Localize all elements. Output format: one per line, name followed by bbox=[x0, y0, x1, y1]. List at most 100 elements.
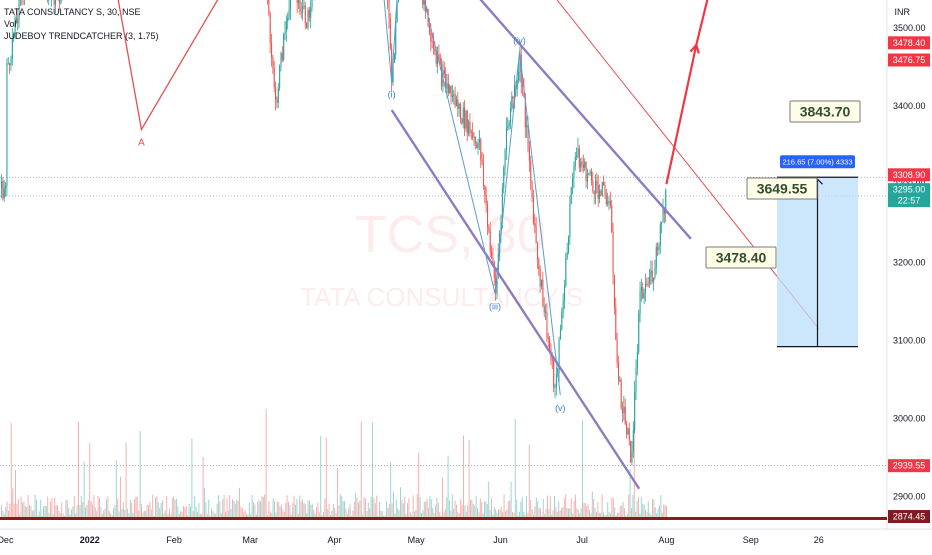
target-box[interactable] bbox=[705, 246, 777, 269]
volume-bar bbox=[632, 494, 634, 520]
volume-bar bbox=[197, 512, 198, 520]
resistance-trendline[interactable] bbox=[362, 0, 820, 329]
candle-body bbox=[546, 311, 548, 339]
volume-bar bbox=[162, 500, 163, 520]
target-label: 3843.70 bbox=[800, 104, 851, 120]
candle-body bbox=[654, 267, 656, 278]
candle-body bbox=[303, 5, 305, 7]
volume-bar bbox=[348, 508, 350, 520]
candle-body bbox=[651, 270, 653, 282]
price-axis[interactable] bbox=[887, 0, 932, 550]
volume-bar bbox=[176, 498, 177, 520]
y-tick-label: 3200.00 bbox=[893, 257, 926, 267]
candle-body bbox=[269, 12, 271, 44]
candle-body bbox=[311, 0, 313, 8]
volume-bar bbox=[195, 506, 197, 520]
volume-bar bbox=[58, 510, 60, 520]
volume-bar bbox=[1, 505, 2, 520]
candle-body bbox=[53, 0, 55, 5]
candle-body bbox=[457, 99, 459, 109]
candle-body bbox=[524, 96, 526, 128]
volume-bar bbox=[96, 510, 98, 520]
candle-body bbox=[592, 180, 594, 192]
volume-bar bbox=[292, 503, 294, 520]
candle-body bbox=[423, 0, 425, 5]
volume-bar bbox=[507, 501, 509, 520]
volume-bar bbox=[437, 503, 439, 520]
price-tag-bg bbox=[888, 510, 930, 524]
volume-bar bbox=[243, 512, 245, 520]
volume-bar bbox=[239, 487, 240, 520]
volume-bar bbox=[458, 513, 460, 520]
volume-bar bbox=[198, 503, 200, 520]
volume-bar bbox=[388, 504, 390, 520]
indicator-label[interactable]: JUDEBOY TRENDCATCHER (3, 1.75) bbox=[4, 31, 159, 41]
candle-body bbox=[280, 53, 282, 67]
volume-bar bbox=[188, 503, 190, 520]
symbol-title[interactable]: TATA CONSULTANCY S, 30, NSE bbox=[4, 7, 141, 17]
candle-body bbox=[626, 424, 628, 435]
volume-bar bbox=[612, 498, 614, 520]
volume-bar bbox=[127, 508, 128, 520]
volume-bar bbox=[155, 497, 156, 520]
volume-bar bbox=[573, 500, 575, 520]
volume-bar bbox=[540, 508, 541, 520]
volume-bar bbox=[545, 508, 547, 520]
volume-bar bbox=[484, 501, 485, 520]
volume-bar bbox=[661, 512, 663, 520]
volume-bar bbox=[554, 496, 555, 520]
volume-bar bbox=[589, 509, 590, 520]
volume-bar bbox=[491, 498, 492, 520]
candle-body bbox=[465, 110, 467, 129]
wedge-upper-line[interactable] bbox=[403, 0, 692, 240]
volume-bar bbox=[645, 510, 646, 520]
wave-count-line[interactable] bbox=[362, 0, 561, 396]
volume-bar bbox=[78, 421, 79, 520]
volume-bar bbox=[218, 495, 219, 520]
volume-bar bbox=[446, 497, 448, 520]
volume-bar bbox=[575, 494, 576, 520]
wedge-lower-line[interactable] bbox=[390, 109, 641, 490]
volume-bar bbox=[638, 496, 639, 520]
candle-body bbox=[588, 173, 590, 175]
volume-bar bbox=[451, 494, 453, 520]
volume-bar bbox=[241, 508, 243, 520]
target-box[interactable] bbox=[789, 100, 861, 123]
volume-bar bbox=[97, 496, 99, 520]
volume-bar bbox=[318, 512, 320, 520]
volume-bar bbox=[94, 507, 96, 520]
projection-path[interactable] bbox=[665, 0, 786, 185]
candle-body bbox=[620, 379, 622, 409]
candle-body bbox=[443, 70, 445, 74]
x-tick-label: Jul bbox=[576, 535, 588, 545]
abc-pattern-line[interactable] bbox=[44, 0, 362, 132]
candle-body bbox=[665, 189, 667, 214]
target-box[interactable] bbox=[746, 177, 818, 200]
volume-bar bbox=[552, 510, 554, 520]
volume-bar bbox=[467, 505, 469, 520]
y-tick-label: 3100.00 bbox=[893, 335, 926, 345]
volume-bar bbox=[580, 508, 582, 520]
volume-bar bbox=[29, 505, 30, 520]
volume-bar bbox=[390, 462, 392, 520]
candle-body bbox=[285, 21, 287, 32]
volume-bar bbox=[556, 511, 558, 520]
volume-bar bbox=[576, 507, 578, 520]
volume-bar bbox=[33, 510, 35, 520]
volume-label[interactable]: Vol bbox=[4, 19, 17, 29]
candle-body bbox=[284, 31, 286, 34]
x-tick-label: Feb bbox=[166, 535, 182, 545]
y-tick-label: 3400.00 bbox=[893, 101, 926, 111]
candle-body bbox=[5, 186, 7, 189]
volume-bar bbox=[314, 513, 316, 520]
volume-bar bbox=[421, 512, 422, 520]
volume-bar bbox=[202, 456, 204, 520]
volume-bar bbox=[166, 495, 168, 520]
candle-body bbox=[287, 17, 289, 22]
candle-body bbox=[476, 143, 478, 149]
volume-bar bbox=[258, 500, 260, 520]
price-tag-bg bbox=[888, 168, 930, 182]
volume-bar bbox=[374, 503, 376, 520]
